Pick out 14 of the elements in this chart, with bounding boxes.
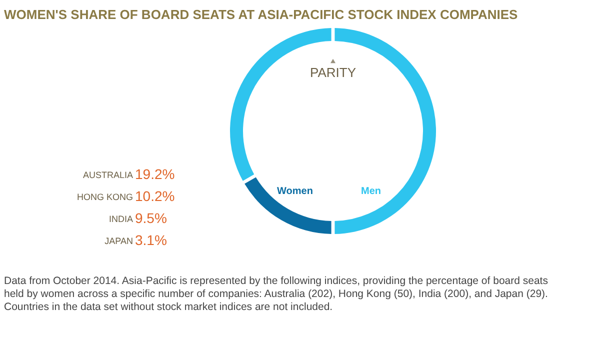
text: JAPAN (104, 236, 133, 246)
text: 9.5% (135, 210, 167, 226)
text: Data from October 2014. Asia-Pacific is represented by the following indices, providing the percentage of board seats held by women across a specific number of companies: Australia (202), Hong Kong (50), India (200), and Japan (29). Countries in the data set without stock market indices are not included. (4, 275, 548, 313)
text: AUSTRALIA (82, 170, 133, 180)
slice-label: Women (277, 186, 313, 197)
text: 10.2% (135, 188, 175, 204)
donut-slice (244, 177, 332, 234)
chart-title: WOMEN'S SHARE OF BOARD SEATS AT ASIA-PACIFIC STOCK INDEX COMPANIES (4, 7, 518, 22)
text: INDIA (108, 214, 133, 224)
text: PARITY (310, 65, 356, 80)
text: HONG KONG (76, 192, 133, 202)
slice-label: Men (361, 186, 381, 197)
text: 19.2% (135, 166, 175, 182)
text: 3.1% (135, 232, 167, 248)
